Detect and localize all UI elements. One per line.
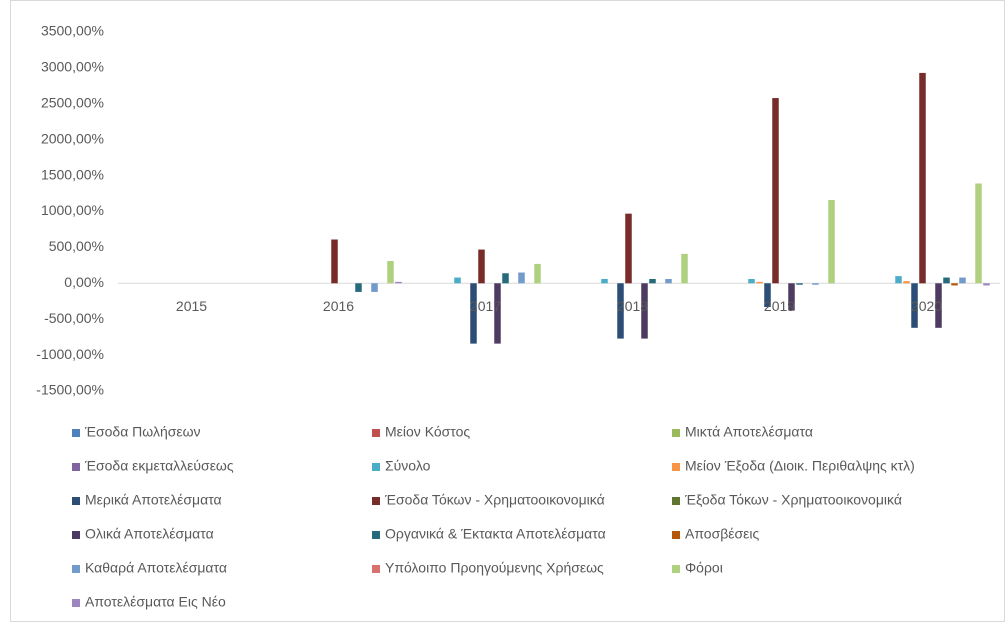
bar	[494, 283, 501, 344]
y-tick-label: 1000,00%	[41, 202, 104, 218]
legend-swatch	[372, 531, 380, 539]
x-tick-label: 2019	[764, 298, 795, 314]
y-tick-label: -1500,00%	[36, 382, 104, 398]
bar	[764, 283, 771, 307]
legend-swatch	[672, 531, 680, 539]
legend-swatch	[72, 565, 80, 573]
legend-label: Έσοδα Τόκων - Χρηματοοικονομικά	[384, 492, 605, 508]
legend-swatch	[372, 565, 380, 573]
bar	[756, 281, 763, 284]
y-tick-label: 1500,00%	[41, 166, 104, 182]
legend-swatch	[372, 463, 380, 471]
legend-label: Έξοδα Τόκων - Χρηματοοικονομικά	[684, 492, 902, 508]
legend-label: Υπόλοιπο Προηγούμενης Χρήσεως	[385, 560, 604, 576]
legend-label: Έσοδα Πωλήσεων	[84, 424, 201, 440]
legend-label: Ολικά Αποτελέσματα	[85, 526, 214, 542]
bar	[788, 283, 795, 311]
legend-label: Καθαρά Αποτελέσματα	[85, 560, 227, 576]
bar	[371, 283, 378, 292]
legend-label: Μερικά Αποτελέσματα	[85, 492, 222, 508]
legend-swatch	[672, 463, 680, 471]
bar	[454, 277, 461, 284]
bar	[943, 277, 950, 284]
legend-swatch	[672, 565, 680, 573]
legend-label: Σύνολο	[385, 458, 431, 474]
legend-swatch	[672, 497, 680, 505]
x-tick-label: 2018	[617, 298, 648, 314]
bar	[478, 249, 485, 284]
bar	[641, 283, 648, 339]
x-tick-label: 2017	[470, 298, 501, 314]
bar	[470, 283, 477, 344]
bar	[772, 98, 779, 284]
legend-swatch	[72, 429, 80, 437]
bar	[331, 239, 338, 284]
legend-label: Μικτά Αποτελέσματα	[685, 424, 813, 440]
bar	[534, 263, 541, 284]
legend-swatch	[72, 531, 80, 539]
bar	[935, 283, 942, 328]
bar	[748, 278, 755, 284]
bar	[502, 273, 509, 284]
legend-label: Μείον Έξοδα (Διοικ. Περιθαλψης κτλ)	[685, 458, 915, 474]
y-tick-label: 3500,00%	[41, 23, 104, 39]
x-tick-label: 2020	[911, 298, 942, 314]
bar	[601, 278, 608, 284]
legend-swatch	[72, 599, 80, 607]
x-tick-label: 2016	[323, 298, 354, 314]
legend-swatch	[672, 429, 680, 437]
x-tick-label: 2015	[176, 298, 207, 314]
bar	[617, 283, 624, 339]
legend-swatch	[72, 463, 80, 471]
y-tick-label: -1000,00%	[36, 346, 104, 362]
bar	[812, 283, 819, 285]
legend-label: Φόροι	[685, 560, 723, 576]
legend-label: Έσοδα εκμεταλλεύσεως	[84, 458, 234, 474]
bar	[355, 283, 362, 292]
legend-swatch	[372, 497, 380, 505]
bar	[951, 283, 958, 286]
bar	[919, 72, 926, 284]
legend-label: Μείον Κόστος	[385, 424, 470, 440]
bar	[959, 277, 966, 284]
bar	[911, 283, 918, 328]
legend-swatch	[72, 497, 80, 505]
bar	[975, 183, 982, 284]
bar	[518, 272, 525, 284]
y-tick-label: -500,00%	[44, 310, 104, 326]
legend-label: Αποτελέσματα Εις Νέο	[85, 594, 226, 610]
bar	[895, 276, 902, 284]
bar	[625, 213, 632, 284]
y-tick-label: 2000,00%	[41, 130, 104, 146]
legend-label: Οργανικά & Έκτακτα Αποτελέσματα	[385, 526, 606, 542]
bar	[681, 253, 688, 284]
bar	[796, 283, 803, 285]
legend-swatch	[372, 429, 380, 437]
y-tick-label: 500,00%	[49, 238, 104, 254]
bar	[395, 281, 402, 284]
legend-label: Αποσβέσεις	[685, 526, 760, 542]
y-tick-label: 3000,00%	[41, 59, 104, 75]
y-tick-label: 0,00%	[64, 274, 104, 290]
bar	[665, 278, 672, 284]
bar	[903, 281, 910, 284]
bar	[828, 200, 835, 284]
bar	[649, 278, 656, 284]
chart-frame	[10, 0, 1005, 622]
bar	[387, 261, 394, 284]
bar	[983, 283, 990, 286]
y-tick-label: 2500,00%	[41, 95, 104, 111]
